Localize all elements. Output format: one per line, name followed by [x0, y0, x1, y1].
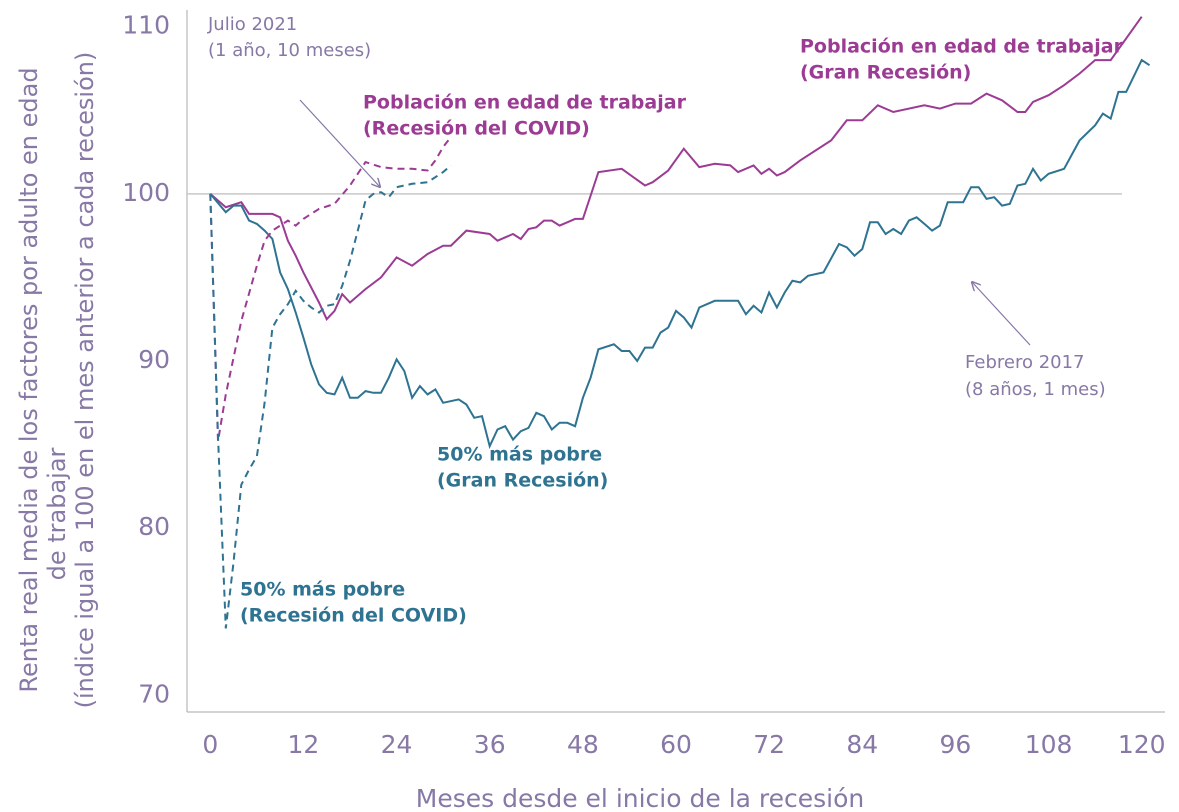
- y-tick-label: 110: [122, 11, 170, 40]
- x-tick-label: 12: [288, 730, 320, 759]
- annotation: Julio 2021: [207, 14, 297, 35]
- y-tick-label: 90: [138, 345, 170, 374]
- series-label: (Recesión del COVID): [240, 605, 467, 627]
- series-label: (Gran Recesión): [437, 470, 608, 492]
- series-label: 50% más pobre: [240, 579, 405, 601]
- plot: [187, 16, 1151, 629]
- series-line: [209, 16, 1143, 321]
- y-tick-label: 70: [138, 679, 170, 708]
- x-tick-label: 108: [1025, 730, 1073, 759]
- x-tick-label: 72: [753, 730, 785, 759]
- y-tick-label: 80: [138, 512, 170, 541]
- x-tick-label: 36: [474, 730, 506, 759]
- annotation-arrow: [299, 99, 380, 187]
- annotation-arrow: [972, 282, 1031, 346]
- series-label: Población en edad de trabajar: [363, 92, 687, 114]
- y-axis-label: de trabajar: [43, 447, 71, 580]
- series-label: (Recesión del COVID): [363, 118, 590, 140]
- x-axis-label: Meses desde el inicio de la recesión: [416, 784, 865, 812]
- annotation: Febrero 2017: [965, 352, 1085, 373]
- series-label: Población en edad de trabajar: [800, 36, 1124, 58]
- series-label: 50% más pobre: [437, 444, 602, 466]
- x-tick-label: 84: [846, 730, 878, 759]
- annotation: (8 años, 1 mes): [965, 379, 1106, 400]
- y-tick-label: 100: [122, 178, 170, 207]
- y-axis-label: (índice igual a 100 en el mes anterior a…: [71, 52, 99, 709]
- x-tick-label: 48: [567, 730, 599, 759]
- series-line: [209, 58, 1151, 450]
- y-axis-label: Renta real media de los factores por adu…: [15, 67, 43, 692]
- series-line: [209, 136, 452, 442]
- x-tick-label: 120: [1118, 730, 1166, 759]
- series-line: [209, 164, 452, 629]
- series-label: (Gran Recesión): [800, 62, 971, 84]
- x-tick-label: 60: [660, 730, 692, 759]
- x-tick-label: 0: [202, 730, 218, 759]
- x-tick-label: 24: [381, 730, 413, 759]
- x-tick-label: 96: [940, 730, 972, 759]
- annotation: (1 año, 10 meses): [208, 40, 371, 61]
